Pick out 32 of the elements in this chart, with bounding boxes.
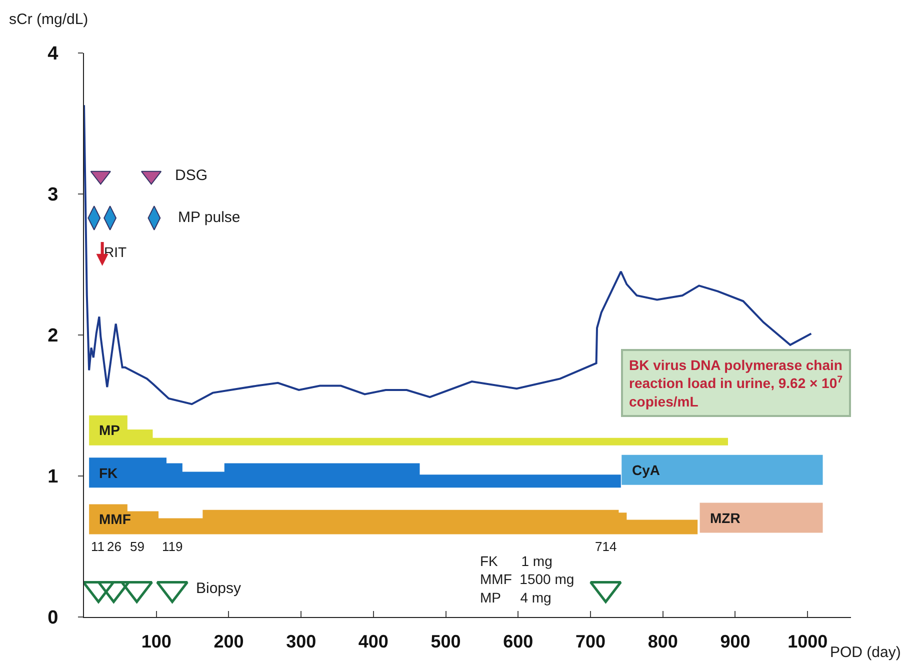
annotation: 59 xyxy=(130,539,144,554)
x-tick-label: 200 xyxy=(214,632,244,652)
series-label: CyA xyxy=(632,462,660,478)
series-label: FK xyxy=(99,465,118,481)
x-tick-label: 1000 xyxy=(788,632,828,652)
annotation: 119 xyxy=(162,539,183,554)
y-axis-title: sCr (mg/dL) xyxy=(9,11,88,28)
x-tick-label: 700 xyxy=(575,632,606,652)
annotation: 714 xyxy=(595,539,617,554)
y-tick-label: 0 xyxy=(48,608,58,629)
x-tick-label: 900 xyxy=(720,632,750,652)
series-label: Biopsy xyxy=(196,580,242,597)
annotation: FK 1 mg MMF 1500 mg MP 4 mg xyxy=(480,553,574,606)
x-tick-label: 100 xyxy=(141,632,172,652)
series-label: MP pulse xyxy=(178,209,240,226)
y-tick-label: 4 xyxy=(48,44,59,65)
annotation: 26 xyxy=(107,539,122,554)
y-tick-label: 2 xyxy=(48,326,58,347)
series-label: MMF xyxy=(99,511,132,527)
x-tick-label: 800 xyxy=(648,632,678,652)
x-tick-label: 400 xyxy=(358,632,388,652)
text: BK virus DNA polymerase chain reaction load in urine, 9.62 × 10$^{7}$ copies/mL xyxy=(629,357,843,410)
series-label: MP xyxy=(99,422,120,438)
x-tick-label: 600 xyxy=(503,632,534,652)
annotation: 11 xyxy=(91,539,104,554)
x-tick-label: 300 xyxy=(286,632,316,652)
series-label: DSG xyxy=(175,167,208,184)
x-tick-label: 500 xyxy=(430,632,461,652)
series-label: MZR xyxy=(710,510,740,526)
y-tick-label: 3 xyxy=(48,184,58,206)
y-tick-label: 1 xyxy=(48,466,59,488)
x-axis-title: POD (day) xyxy=(830,644,901,661)
